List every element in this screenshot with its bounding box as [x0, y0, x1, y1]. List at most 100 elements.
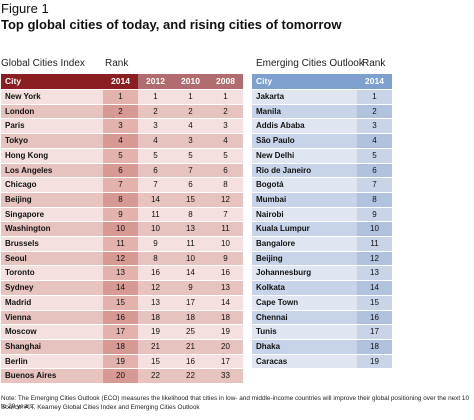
global-rank-cell: 19	[103, 354, 138, 370]
global-rank-cell: 9	[208, 251, 243, 267]
global-rank-cell: 13	[138, 295, 173, 311]
emerging-city-cell: Caracas	[252, 354, 357, 370]
emerging-city-cell: Rio de Janeiro	[252, 163, 357, 179]
global-table-row: Beijing 8 14 15 12	[1, 192, 243, 208]
global-table-row: Hong Kong 5 5 5 5	[1, 148, 243, 164]
emerging-rank-cell: 6	[357, 163, 392, 179]
global-rank-label: Rank	[105, 58, 129, 69]
global-rank-cell: 12	[208, 192, 243, 208]
figure-label: Figure 1	[1, 1, 49, 16]
emerging-table-row: Dhaka 18	[252, 339, 392, 355]
global-rank-cell: 14	[103, 280, 138, 296]
global-rank-cell: 13	[173, 221, 208, 238]
emerging-rank-cell: 19	[357, 354, 392, 370]
emerging-rank-cell: 9	[357, 207, 392, 223]
global-rank-cell: 1	[103, 89, 138, 105]
global-year-header: 2010	[173, 74, 208, 90]
global-city-cell: Berlin	[1, 354, 103, 370]
global-rank-cell: 10	[173, 251, 208, 267]
emerging-city-cell: Bogotá	[252, 177, 357, 193]
global-rank-cell: 6	[173, 177, 208, 193]
global-table-row: Los Angeles 6 6 7 6	[1, 163, 243, 179]
emerging-rank-cell: 3	[357, 118, 392, 135]
global-city-cell: Los Angeles	[1, 163, 103, 179]
emerging-rank-cell: 18	[357, 339, 392, 355]
global-rank-cell: 2	[173, 104, 208, 120]
global-city-cell: Moscow	[1, 324, 103, 340]
emerging-city-cell: Tunis	[252, 324, 357, 340]
global-rank-cell: 10	[138, 221, 173, 238]
global-rank-cell: 3	[208, 118, 243, 135]
emerging-city-cell: Cape Town	[252, 295, 357, 311]
global-rank-cell: 5	[103, 148, 138, 164]
emerging-table-row: Bangalore 11	[252, 236, 392, 252]
emerging-rank-cell: 14	[357, 280, 392, 296]
emerging-rank-cell: 5	[357, 148, 392, 164]
global-city-cell: London	[1, 104, 103, 120]
global-rank-cell: 18	[138, 310, 173, 326]
global-city-cell: Brussels	[1, 236, 103, 252]
global-rank-cell: 15	[103, 295, 138, 311]
global-city-cell: New York	[1, 89, 103, 105]
global-rank-cell: 15	[173, 192, 208, 208]
global-table-row: Vienna 16 18 18 18	[1, 310, 243, 326]
global-rank-cell: 2	[103, 104, 138, 120]
footnote: Note: The Emerging Cities Outlook (ECO) …	[1, 395, 470, 410]
global-rank-cell: 17	[103, 324, 138, 340]
global-rank-cell: 7	[173, 163, 208, 179]
global-rank-cell: 3	[173, 133, 208, 149]
global-rank-cell: 10	[103, 221, 138, 238]
emerging-city-header: City	[252, 74, 357, 90]
emerging-rank-label: Rank	[362, 58, 386, 69]
global-rank-cell: 4	[173, 118, 208, 135]
source-line: Source: A.T. Kearney Global Cities Index…	[1, 404, 200, 411]
global-rank-cell: 14	[208, 295, 243, 311]
global-table-row: Paris 3 3 4 3	[1, 118, 243, 135]
global-rank-cell: 13	[103, 265, 138, 282]
global-year-header: 2008	[208, 74, 243, 90]
global-table-header: City 2014 2012 2010 2008	[1, 74, 243, 90]
global-rank-cell: 2	[138, 104, 173, 120]
global-rank-cell: 8	[208, 177, 243, 193]
figure-title: Top global cities of today, and rising c…	[1, 17, 342, 32]
global-rank-cell: 6	[208, 163, 243, 179]
emerging-rank-cell: 11	[357, 236, 392, 252]
emerging-table-row: Kuala Lumpur 10	[252, 221, 392, 238]
emerging-city-cell: Mumbai	[252, 192, 357, 208]
global-table-row: Buenos Aires 20 22 22 33	[1, 368, 243, 385]
global-rank-cell: 1	[173, 89, 208, 105]
global-city-cell: Chicago	[1, 177, 103, 193]
global-city-cell: Washington	[1, 221, 103, 238]
emerging-city-cell: Chennai	[252, 310, 357, 326]
global-city-cell: Paris	[1, 118, 103, 135]
emerging-rank-cell: 17	[357, 324, 392, 340]
global-table-row: Toronto 13 16 14 16	[1, 265, 243, 282]
global-rank-cell: 4	[103, 133, 138, 149]
global-year-header: 2012	[138, 74, 173, 90]
emerging-city-cell: Manila	[252, 104, 357, 120]
global-rank-cell: 7	[138, 177, 173, 193]
global-rank-cell: 18	[208, 310, 243, 326]
global-city-cell: Buenos Aires	[1, 368, 103, 385]
global-rank-cell: 9	[103, 207, 138, 223]
global-table-row: Brussels 11 9 11 10	[1, 236, 243, 252]
global-rank-cell: 7	[103, 177, 138, 193]
global-rank-cell: 5	[138, 148, 173, 164]
global-rank-cell: 3	[138, 118, 173, 135]
emerging-table-header: City 2014	[252, 74, 392, 90]
global-rank-cell: 14	[173, 265, 208, 282]
emerging-city-cell: Bangalore	[252, 236, 357, 252]
global-table-row: Sydney 14 12 9 13	[1, 280, 243, 296]
global-rank-cell: 1	[138, 89, 173, 105]
global-rank-cell: 20	[208, 339, 243, 355]
global-city-cell: Madrid	[1, 295, 103, 311]
global-city-cell: Hong Kong	[1, 148, 103, 164]
global-rank-cell: 6	[138, 163, 173, 179]
global-rank-cell: 9	[138, 236, 173, 252]
emerging-table-row: Caracas 19	[252, 354, 392, 370]
emerging-city-cell: São Paulo	[252, 133, 357, 149]
emerging-table-row: Jakarta 1	[252, 89, 392, 105]
emerging-city-cell: Beijing	[252, 251, 357, 267]
emerging-table-row: Tunis 17	[252, 324, 392, 340]
global-rank-cell: 15	[138, 354, 173, 370]
